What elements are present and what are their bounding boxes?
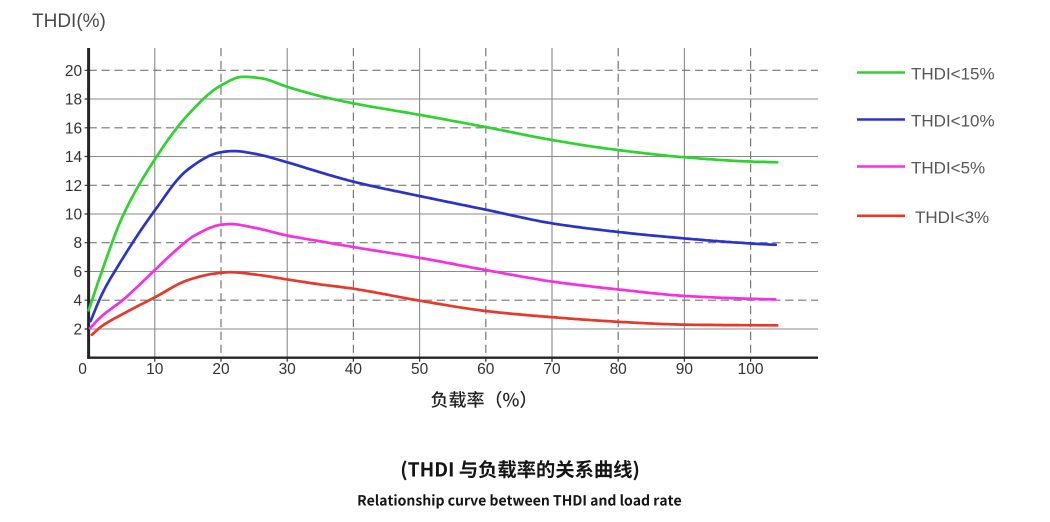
svg-text:60: 60 [477, 361, 495, 378]
svg-text:THDI<3%: THDI<3% [915, 208, 989, 227]
svg-text:4: 4 [73, 293, 82, 310]
svg-text:6: 6 [73, 264, 82, 281]
svg-text:80: 80 [610, 361, 628, 378]
svg-text:18: 18 [65, 92, 82, 109]
svg-text:30: 30 [279, 361, 297, 378]
svg-text:2: 2 [73, 322, 82, 339]
svg-text:20: 20 [212, 361, 230, 378]
svg-text:THDI<10%: THDI<10% [911, 112, 995, 131]
svg-text:16: 16 [65, 120, 82, 137]
svg-text:100: 100 [738, 361, 764, 378]
svg-text:8: 8 [73, 235, 82, 252]
svg-text:10: 10 [65, 207, 83, 224]
svg-text:10: 10 [146, 361, 164, 378]
svg-text:0: 0 [78, 361, 87, 378]
svg-text:40: 40 [345, 361, 363, 378]
svg-text:50: 50 [411, 361, 429, 378]
svg-text:70: 70 [543, 361, 561, 378]
svg-text:14: 14 [65, 149, 83, 166]
svg-text:THDI<15%: THDI<15% [911, 65, 995, 84]
svg-text:90: 90 [676, 361, 694, 378]
svg-text:20: 20 [65, 63, 83, 80]
svg-text:12: 12 [65, 178, 82, 195]
svg-text:THDI<5%: THDI<5% [911, 159, 985, 178]
svg-text:THDI(%): THDI(%) [32, 11, 106, 32]
